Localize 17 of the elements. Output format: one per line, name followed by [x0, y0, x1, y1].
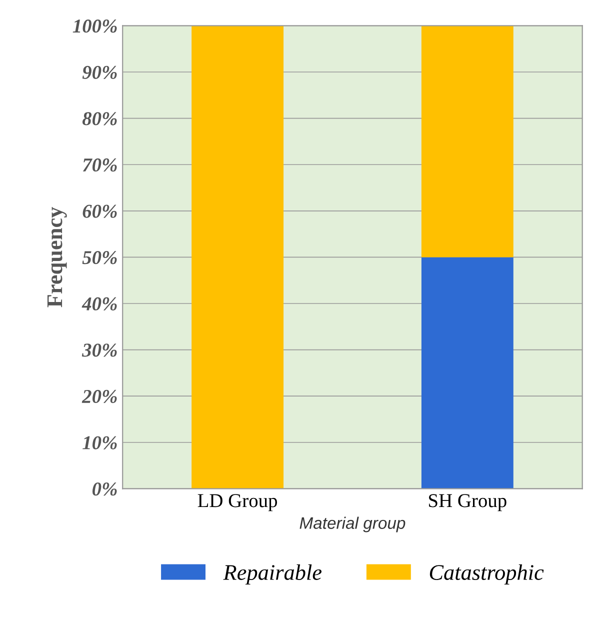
y-tick-label: 50% [82, 251, 117, 264]
y-axis-title: Frequency [47, 207, 67, 308]
y-tick-label: 80% [82, 112, 117, 126]
x-tick-label: SH Group [429, 494, 506, 512]
y-tick-label: 100% [72, 20, 117, 33]
y-tick-label: 90% [82, 66, 117, 80]
y-tick-label: 0% [92, 482, 117, 496]
y-tick-label: 40% [82, 297, 117, 310]
legend-label: Repairable [223, 564, 322, 585]
x-axis-title: Material group [300, 516, 406, 532]
y-tick-label: 60% [82, 204, 117, 218]
y-tick-label: 20% [82, 390, 117, 404]
y-tick-label: 70% [82, 158, 117, 172]
y-tick-label: 30% [82, 344, 117, 357]
legend-label: Catastrophic [430, 564, 544, 585]
y-tick-label: 10% [82, 436, 117, 450]
x-tick-label: LD Group [198, 494, 278, 512]
